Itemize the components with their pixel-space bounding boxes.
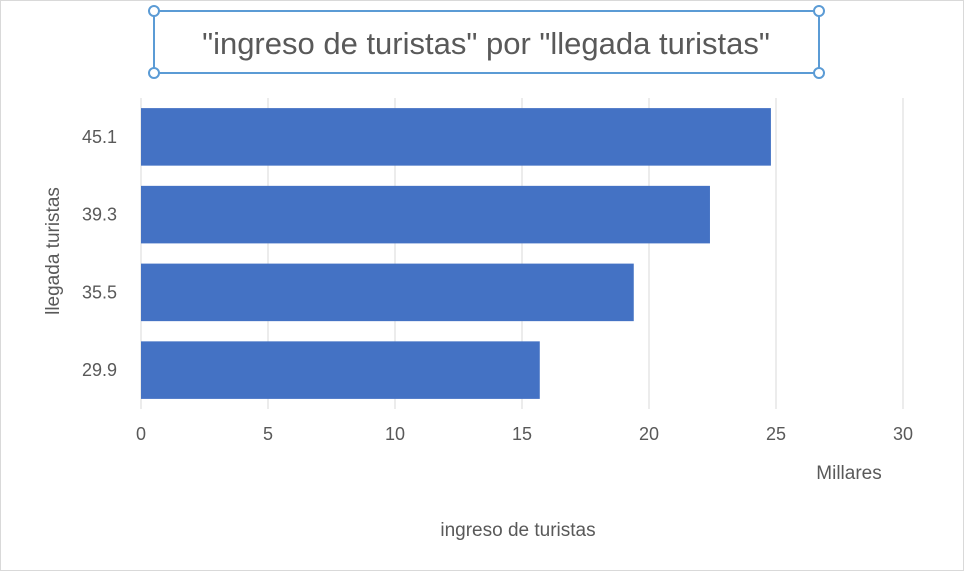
y-tick-label: 39.3	[82, 205, 117, 225]
x-axis-title: ingreso de turistas	[440, 520, 595, 541]
resize-handle-top-left[interactable]	[148, 5, 160, 17]
x-tick-label: 15	[512, 424, 532, 444]
bars	[141, 108, 771, 399]
x-tick-label: 30	[893, 424, 913, 444]
bar[interactable]	[141, 185, 710, 244]
chart-title-box[interactable]: "ingreso de turistas" por "llegada turis…	[148, 5, 825, 79]
x-tick-label: 25	[766, 424, 786, 444]
y-tick-label: 29.9	[82, 360, 117, 380]
y-tick-label: 35.5	[82, 282, 117, 302]
x-tick-label: 5	[263, 424, 273, 444]
y-axis-title: llegada turistas	[43, 187, 64, 315]
x-tick-label: 20	[639, 424, 659, 444]
x-tick-label: 10	[385, 424, 405, 444]
resize-handle-top-right[interactable]	[813, 5, 825, 17]
y-tick-label: 45.1	[82, 127, 117, 147]
x-tick-labels: 0 5 10 15 20 25 30	[136, 424, 913, 444]
bar[interactable]	[141, 263, 634, 322]
x-display-units-label: Millares	[816, 463, 881, 484]
x-tick-label: 0	[136, 424, 146, 444]
chart-title[interactable]: "ingreso de turistas" por "llegada turis…	[202, 26, 770, 61]
bar[interactable]	[141, 341, 540, 399]
bar[interactable]	[141, 108, 771, 166]
y-tick-labels: 45.1 39.3 35.5 29.9	[82, 127, 117, 380]
resize-handle-bottom-right[interactable]	[813, 67, 825, 79]
resize-handle-bottom-left[interactable]	[148, 67, 160, 79]
title-selection-frame	[153, 10, 820, 74]
